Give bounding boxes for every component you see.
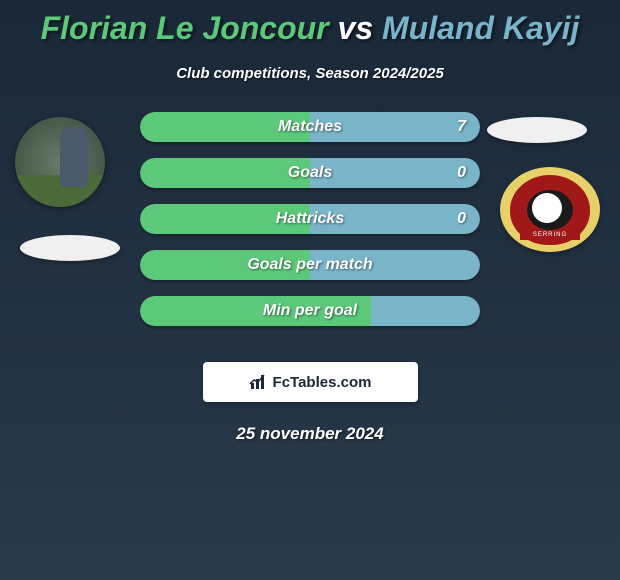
stat-label: Hattricks <box>140 204 480 234</box>
player2-avatar <box>487 117 587 143</box>
stat-label: Goals per match <box>140 250 480 280</box>
report-date: 25 november 2024 <box>0 424 620 444</box>
comparison-title: Florian Le Joncour vs Muland Kayij <box>0 0 620 47</box>
comparison-panel: SERRING Matches 7 Goals 0 Hattricks 0 Go… <box>0 112 620 352</box>
vs-text: vs <box>338 10 374 46</box>
stat-value-right: 0 <box>457 158 466 188</box>
stat-bar-matches: Matches 7 <box>140 112 480 142</box>
chart-icon <box>249 373 269 391</box>
player2-name: Muland Kayij <box>382 10 579 46</box>
stat-value-right: 7 <box>457 112 466 142</box>
stat-label: Matches <box>140 112 480 142</box>
subtitle: Club competitions, Season 2024/2025 <box>0 65 620 82</box>
brand-card: FcTables.com <box>203 362 418 402</box>
player1-avatar <box>15 117 105 207</box>
stat-bar-goals-per-match: Goals per match <box>140 250 480 280</box>
player1-club-badge <box>20 235 120 261</box>
stat-bar-hattricks: Hattricks 0 <box>140 204 480 234</box>
player1-name: Florian Le Joncour <box>41 10 329 46</box>
brand-text: FcTables.com <box>273 374 372 391</box>
stat-bars: Matches 7 Goals 0 Hattricks 0 Goals per … <box>140 112 480 326</box>
stat-bar-min-per-goal: Min per goal <box>140 296 480 326</box>
stat-value-right: 0 <box>457 204 466 234</box>
stat-label: Min per goal <box>140 296 480 326</box>
stat-label: Goals <box>140 158 480 188</box>
stat-bar-goals: Goals 0 <box>140 158 480 188</box>
club-badge-text: SERRING <box>520 230 580 240</box>
player2-club-badge: SERRING <box>500 167 600 252</box>
